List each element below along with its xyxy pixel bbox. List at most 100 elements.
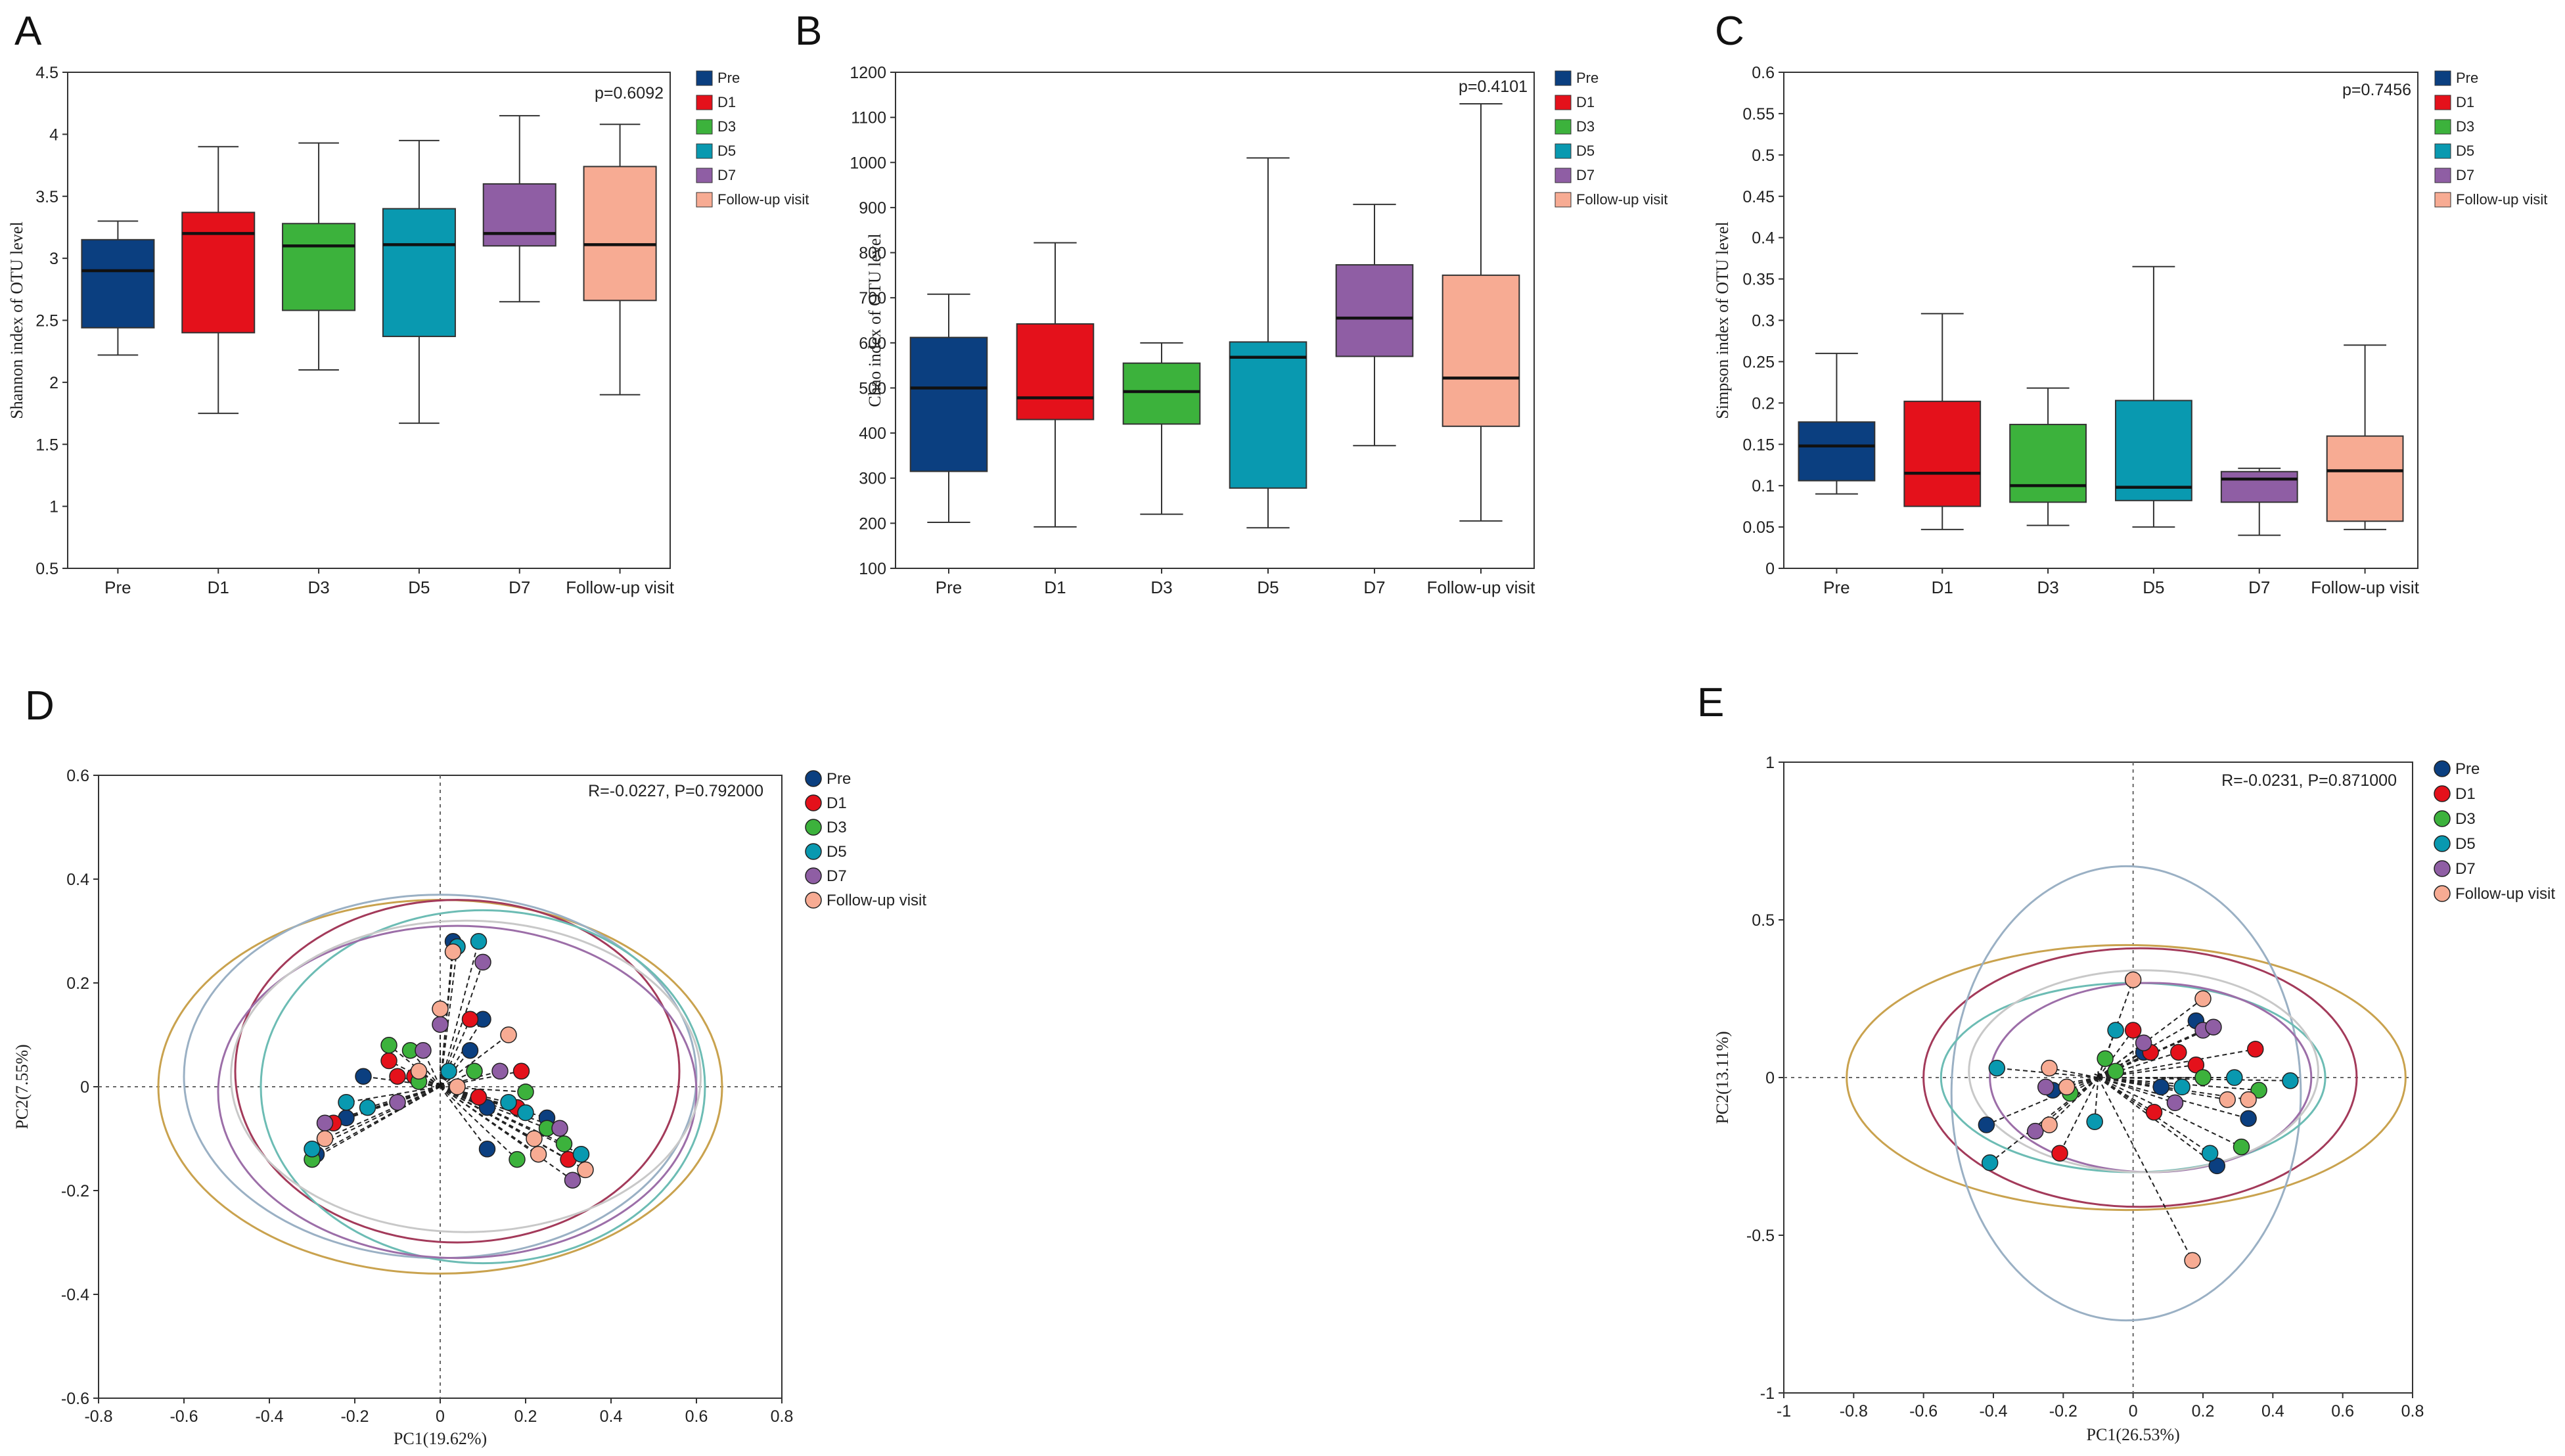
chart-a-legend-swatch-pre	[696, 70, 713, 86]
chart-c-legend-swatch-d5	[2434, 143, 2451, 159]
chart-b-legend-swatch-d5	[1555, 143, 1572, 159]
chart-a-x-tick-label-follow-up-visit: Follow-up visit	[566, 578, 674, 597]
chart-e-y-tick-label: 1	[1765, 754, 1775, 772]
chart-e-centroid-link	[2098, 1051, 2179, 1078]
chart-c-legend-swatch-d1	[2434, 95, 2451, 110]
chart-a-y-tick-label: 3	[49, 250, 58, 268]
chart-b-y-tick-label: 1200	[850, 64, 886, 82]
chart-d-confidence-ellipse	[230, 919, 702, 1233]
chart-d-centroid-link	[440, 1086, 518, 1160]
chart-c-box-d7	[2220, 470, 2298, 503]
chart-b-legend-swatch-d3	[1555, 119, 1572, 135]
chart-d-point-d7	[389, 1093, 406, 1111]
chart-e-confidence-ellipse	[1968, 969, 2319, 1173]
chart-a-p-value: p=0.6092	[595, 84, 664, 102]
chart-e-centroid-link	[2097, 1077, 2193, 1261]
chart-e-y-tick-label: 0	[1765, 1069, 1775, 1087]
chart-c-x-tick-label-follow-up-visit: Follow-up visit	[2311, 578, 2419, 597]
chart-b-x-tick-label-d1: D1	[1044, 578, 1066, 597]
chart-d-centroid-link	[440, 1086, 526, 1093]
chart-d-point-d5	[304, 1141, 321, 1158]
chart-d-point-d1	[389, 1068, 406, 1085]
chart-e-confidence-ellipse	[1846, 944, 2407, 1212]
chart-c-y-tick-label: 0.55	[1742, 105, 1775, 124]
chart-e-centroid-link	[2097, 998, 2204, 1078]
chart-d-x-tick-label: 0	[436, 1407, 445, 1426]
chart-c-y-tick-label: 0.15	[1742, 436, 1775, 454]
chart-a-x-tick-label-d1: D1	[208, 578, 229, 597]
chart-e-confidence-ellipse	[1922, 947, 2358, 1208]
chart-b-legend-swatch-d7	[1555, 168, 1572, 183]
chart-a-x-tick-label-pre: Pre	[104, 578, 131, 597]
chart-e-point-d5	[2201, 1145, 2219, 1162]
chart-d-legend-marker-d5	[805, 843, 822, 860]
chart-e-x-tick-label: -1	[1777, 1402, 1791, 1421]
chart-d-point-d5	[440, 1062, 457, 1080]
chart-e-confidence-ellipse	[1950, 865, 2302, 1322]
chart-e-point-follow-up-visit	[2058, 1078, 2076, 1096]
chart-d-y-tick-label: 0.4	[66, 871, 89, 889]
chart-e-legend-marker-d7	[2434, 860, 2451, 877]
chart-d-centroid-star-icon: *	[436, 1076, 444, 1101]
chart-e-point-d3	[2233, 1138, 2250, 1156]
chart-d-x-tick-label: 0.8	[771, 1407, 794, 1426]
chart-e-centroid-link	[2098, 1077, 2242, 1148]
chart-a-y-tick-label: 2	[49, 374, 58, 392]
chart-d-y-axis-label: PC2(7.55%)	[12, 1044, 32, 1129]
chart-d-legend-label-d5: D5	[827, 843, 847, 861]
chart-e-x-tick-label: 0	[2129, 1402, 2138, 1421]
chart-e-y-tick-label: -1	[1760, 1384, 1775, 1403]
chart-d-x-tick-label: 0.4	[600, 1407, 623, 1426]
chart-d-centroid-link	[440, 1018, 484, 1087]
chart-b-x-tick-label-pre: Pre	[936, 578, 962, 597]
chart-d-centroid-link	[440, 1070, 522, 1087]
chart-a-legend-swatch-d1	[696, 95, 713, 110]
chart-d-x-tick-label: -0.8	[84, 1407, 112, 1426]
chart-e-point-d1	[2051, 1145, 2068, 1162]
chart-d-point-follow-up-visit	[432, 1000, 449, 1018]
chart-d-point-pre	[355, 1068, 372, 1085]
chart-b-y-tick-label: 300	[859, 470, 886, 488]
chart-d-centroid-link	[440, 1086, 539, 1155]
chart-d-point-d5	[359, 1099, 376, 1116]
chart-e-centroid-link	[2098, 1077, 2290, 1081]
chart-c-legend-label-d1: D1	[2456, 94, 2474, 110]
chart-c-y-tick-label: 0.05	[1742, 518, 1775, 537]
chart-c-legend-label-d3: D3	[2456, 118, 2474, 135]
chart-d-centroid-link	[325, 1086, 441, 1124]
panel-e: E -1 -0.8 -0.6 -0.4 -0.2 0 0.2 0.4 0.6 0.8 -1 -0.5 0…	[1697, 680, 2555, 1444]
chart-d-point-d1	[461, 1011, 479, 1028]
chart-e-point-follow-up-visit	[2041, 1116, 2058, 1133]
chart-e-point-d7	[2027, 1122, 2044, 1140]
chart-d-legend-marker-pre	[805, 770, 822, 787]
chart-c-x-tick-label-d1: D1	[1932, 578, 1953, 597]
chart-e-point-d7	[2135, 1034, 2152, 1051]
chart-e-point-d5	[1981, 1154, 1999, 1172]
chart-c-x-tick-label-pre: Pre	[1823, 578, 1850, 597]
chart-d-centroid-link	[311, 1086, 441, 1160]
chart-e-point-d7	[2205, 1018, 2222, 1035]
chart-c-y-tick-label: 0.1	[1752, 477, 1775, 495]
chart-d-point-d5	[572, 1145, 590, 1163]
chart-a-legend-label-pre: Pre	[717, 70, 740, 86]
chart-a-y-axis-label: Shannon index of OTU level	[7, 221, 26, 419]
chart-d-centroid-link	[440, 1086, 488, 1150]
chart-b-legend-label-follow-up-visit: Follow-up visit	[1576, 191, 1668, 208]
chart-d-y-tick-label: 0.2	[66, 974, 89, 993]
chart-d-legend-marker-d3	[805, 819, 822, 836]
chart-c-box-d5	[2115, 399, 2192, 501]
chart-e-x-tick-label: 0.6	[2331, 1402, 2354, 1421]
chart-d-centroid-link	[363, 1076, 441, 1087]
chart-a: 0.5 1 1.5 2 2.5 3 3.5 4 4.5 Shannon index of OTU …	[7, 64, 809, 597]
chart-b-y-axis-label: Chao index of OTU level	[865, 233, 884, 407]
chart-e-centroid-link	[2097, 1077, 2217, 1167]
chart-e-point-d7	[2037, 1078, 2054, 1096]
chart-c-legend-swatch-pre	[2434, 70, 2451, 86]
chart-d-point-d1	[380, 1052, 397, 1070]
chart-a-legend-swatch-d5	[696, 143, 713, 159]
chart-b-x-tick-label-d5: D5	[1257, 578, 1279, 597]
chart-a-box-d7	[482, 183, 556, 247]
chart-d-confidence-ellipse	[260, 909, 706, 1265]
chart-a-y-tick-label: 1	[49, 498, 58, 516]
